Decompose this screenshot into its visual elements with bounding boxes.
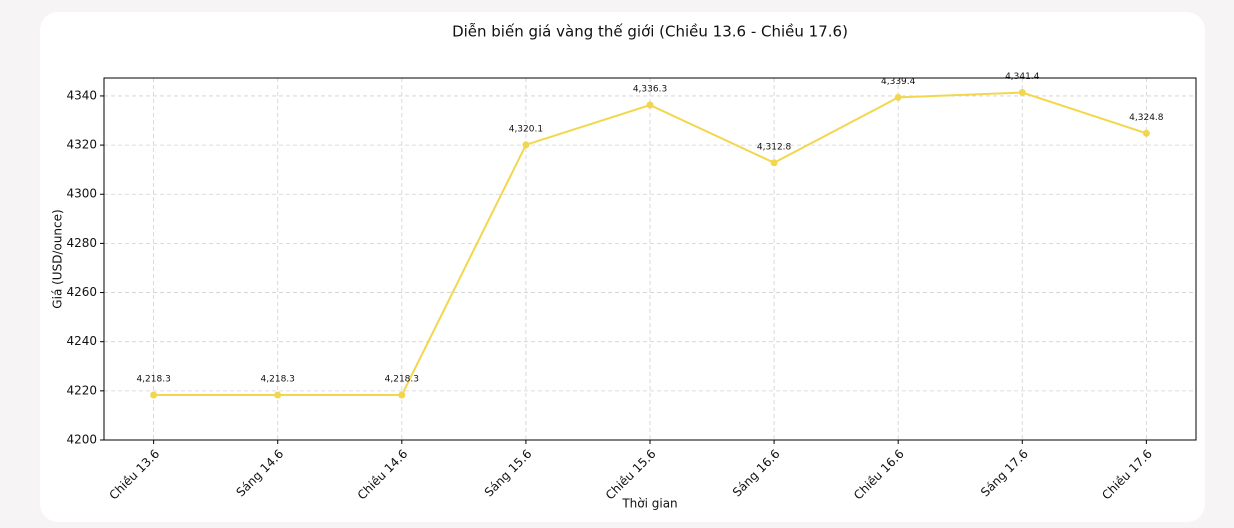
point (150, 391, 158, 399)
x-tick-label: Chiều 14.6 (355, 447, 411, 503)
point (646, 101, 654, 109)
x-tick-label: Chiều 15.6 (603, 447, 659, 503)
value-label: 4,320.1 (509, 124, 543, 134)
point (522, 141, 530, 149)
plot-frame (103, 77, 1197, 441)
value-label: 4,341.4 (1005, 72, 1040, 82)
x-tick-label: Sáng 16.6 (730, 447, 783, 500)
value-label: 4,336.3 (633, 85, 667, 95)
card (40, 12, 1205, 522)
value-label: 4,324.8 (1129, 113, 1164, 123)
x-tick-label: Sáng 17.6 (978, 447, 1031, 500)
x-tick-label: Chiều 16.6 (851, 447, 907, 503)
point (398, 391, 406, 399)
y-tick-label: 4200 (66, 433, 97, 447)
x-tick-label: Sáng 14.6 (233, 447, 286, 500)
x-tick-label: Chiều 13.6 (106, 447, 162, 503)
x-axis-label: Thời gian (621, 497, 677, 511)
y-axis-label: Giá (USD/ounce) (51, 209, 65, 308)
point (770, 159, 778, 167)
x-tick-label: Sáng 15.6 (482, 447, 535, 500)
value-label: 4,218.3 (385, 375, 419, 385)
y-tick-label: 4340 (66, 88, 97, 102)
chart-title: Diễn biến giá vàng thế giới (Chiều 13.6 … (452, 23, 848, 41)
point (274, 391, 282, 399)
y-tick-label: 4240 (66, 334, 97, 348)
value-label: 4,218.3 (136, 375, 170, 385)
point (1142, 129, 1150, 137)
x-tick-label: Chiều 17.6 (1099, 447, 1155, 503)
y-tick-label: 4260 (66, 285, 97, 299)
y-tick-label: 4220 (66, 383, 97, 397)
y-tick-label: 4300 (66, 187, 97, 201)
y-tick-label: 4280 (66, 236, 97, 250)
y-tick-label: 4320 (66, 138, 97, 152)
point (894, 93, 902, 101)
value-label: 4,339.4 (881, 77, 916, 87)
value-label: 4,218.3 (261, 375, 295, 385)
point (1018, 88, 1026, 96)
value-label: 4,312.8 (757, 142, 792, 152)
